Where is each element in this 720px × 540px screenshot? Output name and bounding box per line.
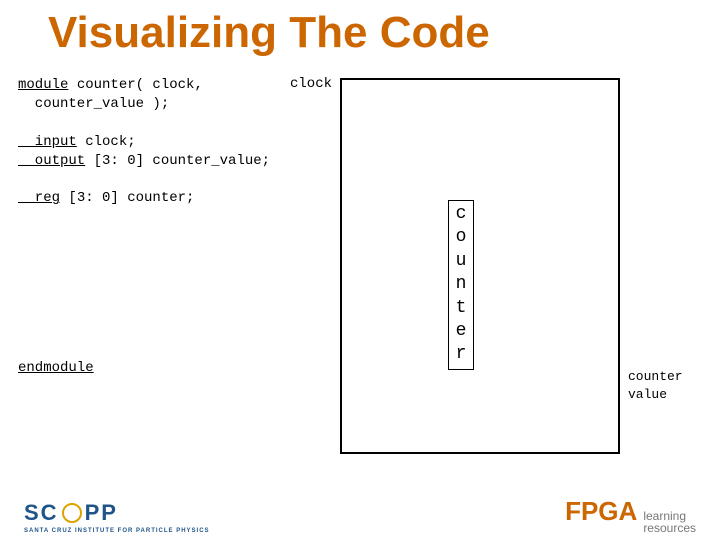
code-text: [3: 0] counter_value; bbox=[85, 153, 270, 169]
vert-letter: r bbox=[449, 343, 473, 366]
code-text: counter_value ); bbox=[18, 95, 278, 114]
footer: SCPP SANTA CRUZ INSTITUTE FOR PARTICLE P… bbox=[0, 492, 720, 540]
counter-register-box: c o u n t e r bbox=[448, 200, 474, 370]
fpga-logo: FPGA learning resources bbox=[565, 496, 696, 534]
vert-letter: c bbox=[449, 203, 473, 226]
vert-letter: o bbox=[449, 226, 473, 249]
vert-letter: e bbox=[449, 320, 473, 343]
kw-input: input bbox=[18, 134, 77, 150]
fpga-text: FPGA bbox=[565, 496, 637, 527]
scipp-logo: SCPP SANTA CRUZ INSTITUTE FOR PARTICLE P… bbox=[24, 500, 210, 534]
kw-module: module bbox=[18, 77, 68, 93]
slide-title: Visualizing The Code bbox=[48, 8, 490, 58]
module-box bbox=[340, 78, 620, 454]
kw-reg: reg bbox=[18, 190, 60, 206]
scipp-subtitle: SANTA CRUZ INSTITUTE FOR PARTICLE PHYSIC… bbox=[24, 528, 210, 534]
code-block: module counter( clock, counter_value ); … bbox=[18, 76, 278, 378]
ring-icon bbox=[62, 503, 82, 523]
vert-letter: t bbox=[449, 297, 473, 320]
code-text: counter( clock, bbox=[68, 77, 202, 93]
code-text: clock; bbox=[77, 134, 136, 150]
fpga-subtitle: learning resources bbox=[643, 510, 696, 534]
kw-endmodule: endmodule bbox=[18, 360, 94, 376]
clock-label: clock bbox=[290, 76, 332, 92]
code-text: [3: 0] counter; bbox=[60, 190, 194, 206]
kw-output: output bbox=[18, 153, 85, 169]
output-label: counter value bbox=[628, 368, 683, 404]
vert-letter: u bbox=[449, 250, 473, 273]
vert-letter: n bbox=[449, 273, 473, 296]
